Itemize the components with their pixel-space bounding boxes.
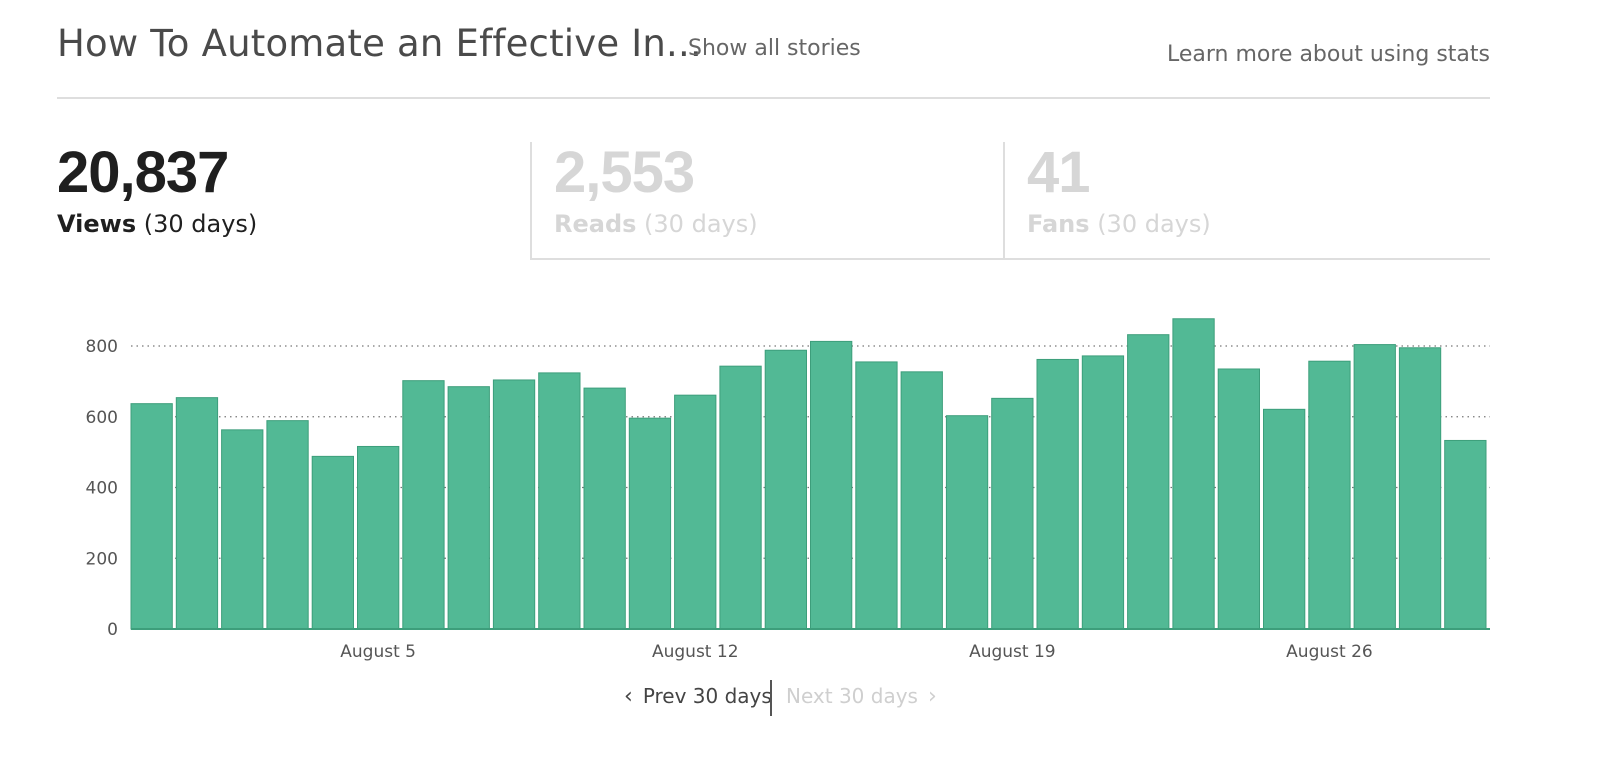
x-tick-label: August 5 [340,642,416,662]
fans-label: Fans (30 days) [1027,210,1211,238]
bar-18 [900,371,943,630]
chart-y-axis: 0 200 400 600 800 [86,337,118,640]
bar-14 [719,365,762,630]
bar-13 [674,394,717,630]
bar-22 [1081,355,1125,630]
chevron-right-icon: › [927,684,937,709]
bar-20 [991,397,1034,630]
tab-reads[interactable]: 2,553 Reads (30 days) [530,142,1003,260]
bar-3 [221,429,264,630]
y-tick-label-200: 200 [86,549,118,569]
bar-25 [1217,368,1260,630]
bar-11 [583,387,626,630]
bar-4 [266,420,309,630]
x-tick-label: August 26 [1286,642,1373,662]
bar-12 [628,417,672,630]
tab-views[interactable]: 20,837 Views (30 days) [57,142,530,260]
y-tick-label-800: 800 [86,337,118,357]
bar-5 [311,455,355,630]
chart-x-axis: August 5 August 12 August 19 August 26 [131,628,1490,662]
bar-9 [492,379,536,630]
bar-24 [1172,318,1215,630]
bar-19 [945,415,989,630]
bar-16 [810,340,853,630]
views-bar-chart: 0 200 400 600 800 August 5 August 12 August 19… [86,318,1490,662]
tab-fans[interactable]: 41 Fans (30 days) [1003,142,1490,260]
story-title: How To Automate an Effective In... [57,22,702,65]
bar-30 [1444,439,1487,630]
bar-26 [1263,408,1306,630]
bar-21 [1036,358,1079,630]
header-divider [57,97,1490,99]
learn-more-stats-link[interactable]: Learn more about using stats [1166,42,1490,67]
x-tick-label: August 12 [652,642,739,662]
next-30-days-button[interactable]: Next 30 days › [786,684,937,709]
show-all-stories-link[interactable]: Show all stories [688,36,861,61]
bar-7 [402,380,445,630]
y-tick-label-0: 0 [107,620,118,640]
views-count: 20,837 [57,140,229,205]
bar-15 [764,349,808,630]
bar-27 [1308,360,1351,630]
chart-bars [130,318,1487,630]
prev-30-days-button[interactable]: ‹ Prev 30 days [624,684,772,709]
bar-28 [1353,344,1396,630]
bar-23 [1127,334,1170,630]
y-tick-label-600: 600 [86,408,118,428]
date-pager: ‹ Prev 30 days Next 30 days › [0,680,1600,716]
bar-6 [357,445,400,630]
views-label: Views (30 days) [57,210,258,238]
fans-count: 41 [1027,140,1091,205]
reads-count: 2,553 [554,140,695,205]
pager-divider [770,680,772,716]
bar-1 [130,403,173,630]
bar-10 [538,372,581,630]
x-tick-label: August 19 [969,642,1056,662]
bar-17 [855,361,898,630]
bar-2 [175,397,219,630]
chevron-left-icon: ‹ [624,684,633,709]
reads-label: Reads (30 days) [554,210,758,238]
y-tick-label-400: 400 [86,479,118,499]
bar-8 [447,386,490,630]
bar-29 [1398,347,1442,630]
